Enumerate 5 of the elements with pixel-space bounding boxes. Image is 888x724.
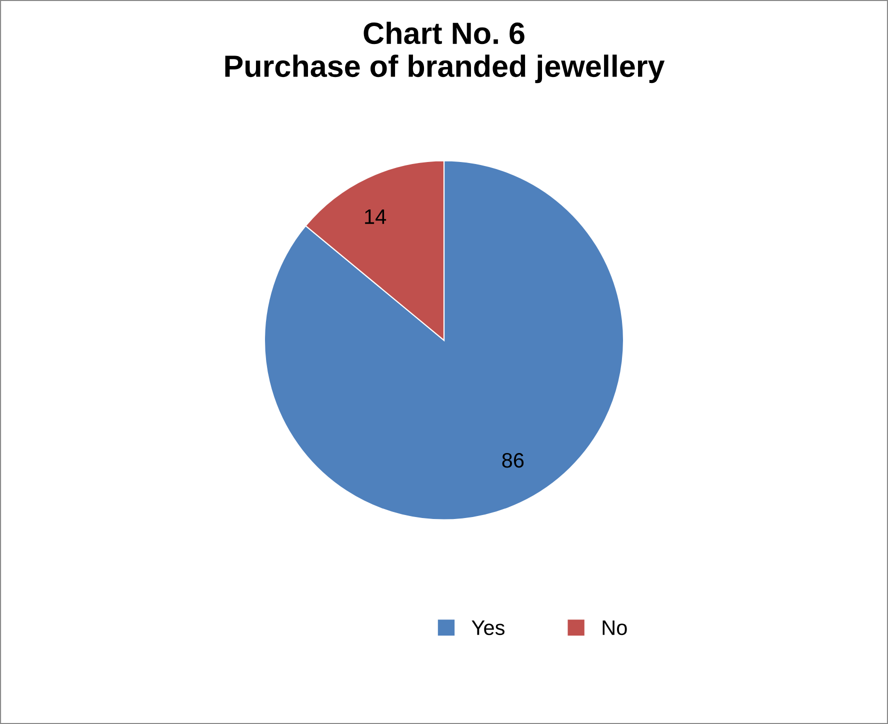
chart-title: Chart No. 6 Purchase of branded jewellery [225,22,665,84]
data-label: 86 [502,452,524,468]
legend-label: Yes [472,620,504,636]
data-label: 14 [365,209,386,224]
legend-label: No [602,620,627,636]
